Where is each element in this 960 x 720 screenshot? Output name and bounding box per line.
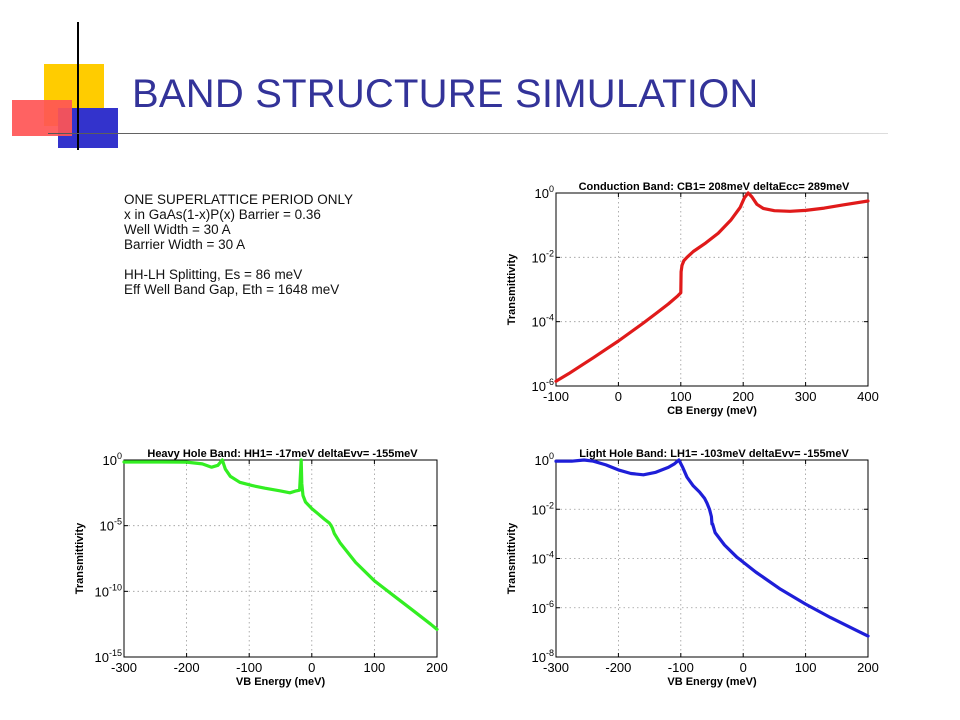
y-tick-label: 100 xyxy=(535,451,554,468)
y-tick-label: 10-4 xyxy=(532,313,554,330)
x-tick-label: -100 xyxy=(668,660,694,675)
plot-title: Heavy Hole Band: HH1= -17meV deltaEvv= -… xyxy=(147,448,418,460)
param-line-3: Well Width = 30 A xyxy=(124,222,231,237)
x-tick-label: 200 xyxy=(732,389,754,404)
x-axis-label: CB Energy (meV) xyxy=(667,405,757,417)
param-line-1: ONE SUPERLATTICE PERIOD ONLY xyxy=(124,192,354,207)
x-axis-label: VB Energy (meV) xyxy=(667,676,757,688)
y-tick-label: 10-5 xyxy=(100,517,122,534)
x-tick-label: 100 xyxy=(670,389,692,404)
x-tick-label: 200 xyxy=(426,660,448,675)
y-tick-label: 10-2 xyxy=(532,500,554,517)
x-tick-label: 0 xyxy=(615,389,622,404)
x-tick-label: -100 xyxy=(543,389,569,404)
transmittivity-curve xyxy=(554,191,870,383)
y-tick-label: 10-10 xyxy=(95,582,122,599)
plot-frame xyxy=(555,192,869,387)
plot-title: Light Hole Band: LH1= -103meV deltaEvv= … xyxy=(579,448,849,460)
x-tick-label: -200 xyxy=(174,660,200,675)
x-tick-label: 0 xyxy=(308,660,315,675)
transmittivity-curve xyxy=(554,458,870,638)
x-tick-label: 300 xyxy=(795,389,817,404)
transmittivity-curve xyxy=(122,458,439,631)
param-line-2: x in GaAs(1-x)P(x) Barrier = 0.36 xyxy=(124,207,321,222)
param-line-4: Barrier Width = 30 A xyxy=(124,237,246,252)
y-axis-label: Transmittivity xyxy=(506,253,518,325)
y-tick-label: 10-6 xyxy=(532,599,554,616)
simulation-parameters: ONE SUPERLATTICE PERIOD ONLY x in GaAs(1… xyxy=(124,192,353,297)
x-tick-label: 100 xyxy=(364,660,386,675)
x-axis-label: VB Energy (meV) xyxy=(236,676,326,688)
param-line-6: HH-LH Splitting, Es = 86 meV xyxy=(124,267,303,282)
heavy-hole-band-chart: -300 -200 -100 0 100 200 100 10-5 10-10 10-15 VB E… xyxy=(74,448,448,688)
y-tick-label: 10-2 xyxy=(532,248,554,265)
x-tick-label: -100 xyxy=(236,660,262,675)
param-line-7: Eff Well Band Gap, Eth = 1648 meV xyxy=(124,282,340,297)
y-tick-label: 10-8 xyxy=(532,648,554,665)
plot-frame xyxy=(555,459,869,658)
horizontal-rule-decoration xyxy=(48,133,888,134)
y-axis-label: Transmittivity xyxy=(506,522,518,594)
x-tick-label: -200 xyxy=(605,660,631,675)
x-tick-label: 100 xyxy=(795,660,817,675)
plot-title: Conduction Band: CB1= 208meV deltaEcc= 2… xyxy=(579,181,850,193)
x-tick-label: -300 xyxy=(543,660,569,675)
y-tick-label: 100 xyxy=(103,451,122,468)
y-axis-label: Transmittivity xyxy=(74,522,86,594)
x-tick-label: -300 xyxy=(111,660,137,675)
y-tick-label: 10-6 xyxy=(532,377,554,394)
x-tick-label: 0 xyxy=(740,660,747,675)
light-hole-band-chart: -300 -200 -100 0 100 200 100 10-2 10-4 10-6 10-8 VB… xyxy=(506,448,879,688)
y-tick-label: 10-15 xyxy=(95,648,122,665)
y-tick-label: 100 xyxy=(535,184,554,201)
conduction-band-chart: -100 0 100 200 300 400 100 10-2 10-4 10-6 CB Energ… xyxy=(506,181,879,417)
x-tick-label: 200 xyxy=(857,660,879,675)
vertical-rule-decoration xyxy=(77,22,79,150)
red-square-decoration xyxy=(12,100,72,136)
slide-title: BAND STRUCTURE SIMULATION xyxy=(132,72,759,116)
x-tick-label: 400 xyxy=(857,389,879,404)
y-tick-label: 10-4 xyxy=(532,550,554,567)
plot-frame xyxy=(123,459,438,658)
